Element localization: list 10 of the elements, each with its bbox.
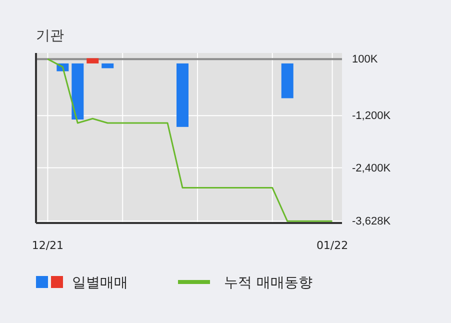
y-tick-label: -1,200K <box>352 110 392 122</box>
y-tick-label: 100K <box>352 54 378 66</box>
x-tick-label: 12/21 <box>32 239 64 252</box>
legend-label: 일별매매 <box>72 275 128 291</box>
y-tick-label: -2,400K <box>352 162 392 174</box>
y-tick-label: -3,628K <box>352 216 392 228</box>
chart-title: 기관 <box>36 28 64 44</box>
x-tick-label: 01/22 <box>316 239 348 252</box>
legend-label: 누적 매매동향 <box>224 275 312 291</box>
line-series <box>46 58 334 222</box>
